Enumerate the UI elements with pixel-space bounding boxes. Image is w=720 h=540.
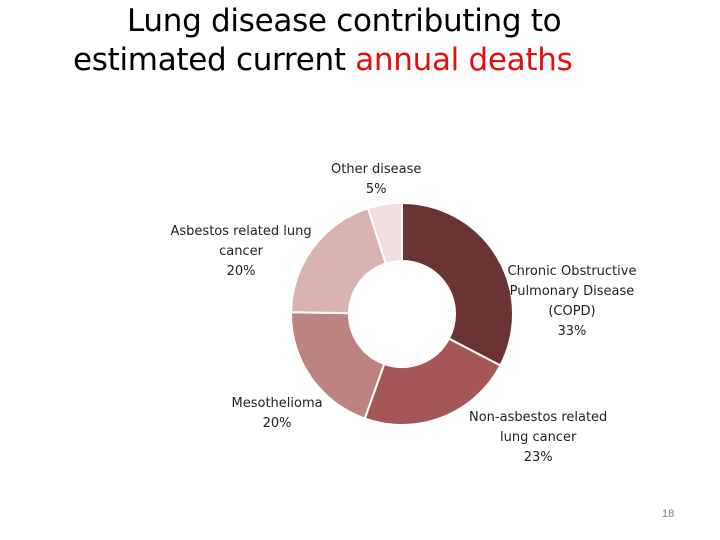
chart-title: Lung disease contributing to estimated c… <box>0 2 720 80</box>
slice-label-5: Other disease 5% <box>331 160 421 200</box>
slice-label-line: Pulmonary Disease <box>509 284 635 299</box>
donut-slice-1 <box>401 201 514 367</box>
title-line-2-prefix: estimated current <box>73 41 356 78</box>
slice-label-line: Chronic Obstructive <box>507 264 637 279</box>
slice-percent: 20% <box>226 264 256 279</box>
slice-label-line: lung cancer <box>499 430 577 445</box>
slice-label-line: (COPD) <box>548 304 596 319</box>
slice-label-3: Mesothelioma 20% <box>232 394 323 434</box>
donut-slice-2 <box>363 337 502 426</box>
page-number: 18 <box>662 508 675 520</box>
slice-percent: 33% <box>557 324 587 339</box>
donut-slice-4 <box>289 207 388 315</box>
donut-slice-5 <box>366 201 403 265</box>
donut-slices <box>289 201 514 426</box>
slice-label-4: Asbestos related lung cancer 20% <box>171 222 312 282</box>
donut-slice-3 <box>290 311 386 420</box>
slice-label-1: Chronic Obstructive Pulmonary Disease (COP… <box>508 262 637 342</box>
slice-label-line: Asbestos related lung <box>170 224 312 239</box>
slice-label-line: Non-asbestos related <box>469 410 608 425</box>
slice-percent: 20% <box>262 416 292 431</box>
slice-label-line: Mesothelioma <box>231 396 323 411</box>
slice-percent: 23% <box>523 450 553 465</box>
title-highlight: annual deaths <box>355 41 573 78</box>
slice-label-line: cancer <box>219 244 263 259</box>
slice-percent: 5% <box>365 182 387 197</box>
slice-label-line: Other disease <box>331 162 422 177</box>
slice-label-2: Non-asbestos related lung cancer 23% <box>469 408 607 468</box>
title-line-2: estimated current annual deaths <box>0 41 720 80</box>
title-line-1: Lung disease contributing to <box>127 3 562 39</box>
